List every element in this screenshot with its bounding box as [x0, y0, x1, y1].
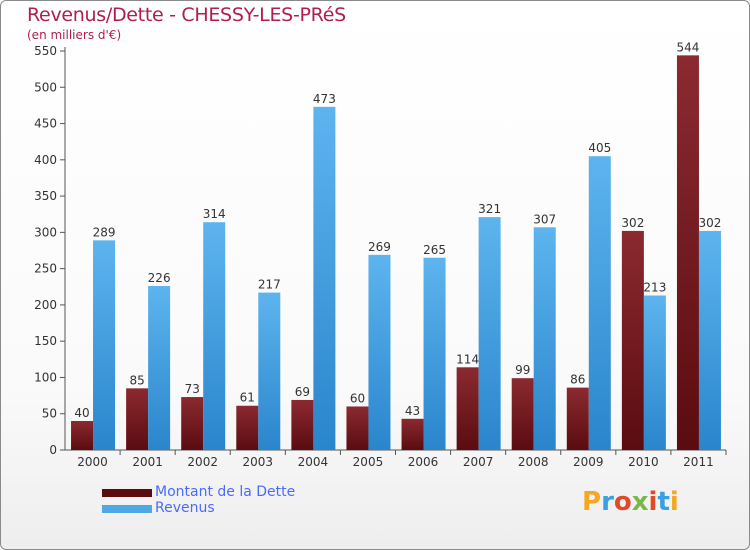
data-label-revenus: 473 [313, 92, 336, 106]
x-tick-label: 2010 [628, 455, 659, 469]
data-label-revenus: 213 [643, 280, 666, 294]
bar-dette [126, 388, 149, 450]
y-tick-label: 100 [34, 370, 57, 384]
x-tick-label: 2006 [408, 455, 439, 469]
x-tick-label: 2003 [243, 455, 274, 469]
logo-letter: P [582, 487, 602, 517]
logo-letter: t [657, 487, 670, 517]
x-tick-label: 2004 [298, 455, 329, 469]
bar-revenus [313, 106, 336, 451]
logo-letter: r [601, 487, 614, 517]
bar-dette [346, 406, 369, 450]
legend-item-dette: Montant de la Dette [102, 484, 362, 502]
bar-revenus [93, 240, 116, 450]
bar-revenus [478, 217, 501, 450]
bar-revenus [203, 222, 226, 450]
chart-legend: Montant de la Dette Revenus [102, 484, 362, 518]
y-tick-label: 50 [42, 407, 57, 421]
data-label-dette: 114 [456, 352, 479, 366]
y-tick-label: 150 [34, 334, 57, 348]
y-tick-label: 300 [34, 225, 57, 239]
bar-dette [566, 387, 589, 450]
x-tick-label: 2000 [77, 455, 108, 469]
y-tick-label: 400 [34, 153, 57, 167]
x-tick-label: 2007 [463, 455, 494, 469]
data-label-dette: 544 [677, 40, 700, 54]
x-tick-label: 2001 [132, 455, 163, 469]
bar-revenus [588, 156, 611, 450]
data-label-dette: 69 [295, 385, 310, 399]
y-tick-label: 0 [49, 443, 57, 457]
bar-dette [456, 367, 479, 450]
bar-revenus [643, 295, 666, 450]
bar-dette [236, 405, 259, 450]
x-tick-label: 2005 [353, 455, 384, 469]
data-label-revenus: 269 [368, 240, 391, 254]
data-label-dette: 302 [621, 216, 644, 230]
bar-revenus [698, 230, 721, 450]
data-label-dette: 43 [405, 404, 420, 418]
data-label-dette: 60 [350, 391, 365, 405]
x-tick-label: 2002 [187, 455, 218, 469]
legend-label-revenus: Revenus [155, 500, 215, 516]
legend-label-dette: Montant de la Dette [155, 484, 296, 500]
bar-revenus [148, 286, 171, 450]
logo-letter: o [613, 487, 632, 517]
bar-revenus [423, 257, 446, 450]
data-label-revenus: 217 [258, 278, 281, 292]
legend-item-revenus: Revenus [102, 500, 362, 518]
data-label-revenus: 321 [478, 202, 501, 216]
data-label-revenus: 314 [203, 207, 226, 221]
data-label-revenus: 265 [423, 243, 446, 257]
x-tick-label: 2011 [683, 455, 714, 469]
bar-dette [291, 399, 314, 450]
bar-dette [511, 378, 534, 450]
data-label-dette: 40 [74, 406, 89, 420]
logo-letter: i [669, 487, 679, 517]
data-label-revenus: 226 [148, 271, 171, 285]
bar-dette [676, 55, 699, 451]
bar-revenus [258, 292, 281, 450]
proxiti-logo: Proxiti [582, 487, 679, 517]
data-label-revenus: 405 [588, 141, 611, 155]
legend-swatch-dette [102, 489, 152, 497]
data-label-dette: 99 [515, 363, 530, 377]
data-label-revenus: 289 [93, 225, 116, 239]
data-label-dette: 85 [129, 373, 144, 387]
data-label-revenus: 302 [699, 216, 722, 230]
x-tick-label: 2008 [518, 455, 549, 469]
y-tick-label: 200 [34, 298, 57, 312]
logo-letter: i [648, 487, 658, 517]
x-tick-label: 2009 [573, 455, 604, 469]
y-tick-label: 250 [34, 262, 57, 276]
legend-swatch-revenus [102, 505, 152, 513]
data-label-dette: 86 [570, 373, 585, 387]
y-tick-label: 500 [34, 80, 57, 94]
y-tick-label: 550 [34, 44, 57, 58]
bar-revenus [368, 254, 391, 450]
data-label-revenus: 307 [533, 212, 556, 226]
y-tick-label: 350 [34, 189, 57, 203]
data-label-dette: 61 [240, 391, 255, 405]
bar-dette [71, 420, 94, 450]
bar-revenus [533, 227, 556, 450]
bar-dette [621, 230, 644, 450]
logo-letter: x [631, 487, 649, 517]
chart-subtitle: (en milliers d'€) [27, 28, 122, 42]
bar-dette [181, 397, 204, 450]
y-tick-label: 450 [34, 117, 57, 131]
bar-dette [401, 418, 424, 450]
data-label-dette: 73 [185, 382, 200, 396]
chart-title: Revenus/Dette - CHESSY-LES-PRéS [27, 4, 346, 26]
